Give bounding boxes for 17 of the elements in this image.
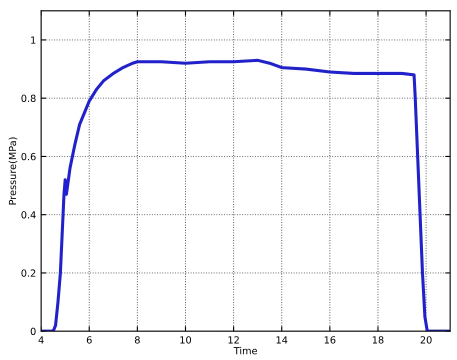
x-tick-label: 20 — [420, 336, 432, 344]
x-tick-label: 10 — [180, 336, 192, 344]
y-axis-title: Pressure(MPa) — [8, 137, 18, 204]
y-tick-label: 0.4 — [21, 211, 36, 219]
y-tick-label: 0.6 — [21, 152, 36, 160]
x-tick-label: 12 — [228, 336, 239, 344]
y-tick-label: 0.2 — [21, 269, 36, 277]
x-tick-label: 16 — [324, 336, 336, 344]
y-tick-label: 0.8 — [21, 94, 36, 102]
x-axis-title: Time — [234, 346, 258, 354]
y-tick-label: 0 — [30, 328, 36, 336]
x-tick-label: 18 — [372, 336, 384, 344]
x-tick-label: 4 — [38, 336, 44, 344]
x-tick-label: 14 — [276, 336, 288, 344]
x-tick-label: 6 — [86, 336, 92, 344]
x-tick-label: 8 — [134, 336, 140, 344]
y-tick-label: 1 — [31, 36, 36, 44]
